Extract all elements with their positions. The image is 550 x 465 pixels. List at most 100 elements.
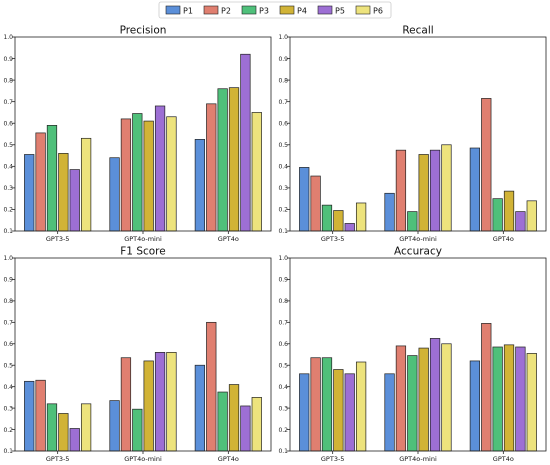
y-tick-label: 0.1 <box>3 228 13 235</box>
chart-title: Accuracy <box>394 246 442 258</box>
bar-p5-gpt4o-mini <box>154 105 166 232</box>
bar-p1-gpt4o <box>194 364 206 452</box>
legend: P1 P2 P3 P4 P5 P6 <box>158 1 392 19</box>
bar-p6-gpt4o <box>526 353 537 452</box>
bar-p1-gpt3-5 <box>299 167 310 232</box>
bar-p6-gpt4o-mini <box>166 116 177 232</box>
y-tick-label: 0.8 <box>278 298 288 305</box>
bar-p3-gpt3-5 <box>321 357 333 452</box>
y-tick-label: 0.4 <box>278 164 288 171</box>
bar-p6-gpt4o-mini <box>441 144 452 232</box>
bar-p6-gpt3-5 <box>355 361 367 452</box>
y-tick-label: 0.3 <box>278 185 288 192</box>
legend-swatch-p1 <box>165 5 181 15</box>
chart-precision: Precision 0.1 0.2 0.3 0.4 0.5 0.6 0.7 0.8 0.9 1.0 G… <box>3 25 272 243</box>
y-tick-label: 0.6 <box>278 120 288 127</box>
bar-p5-gpt4o-mini <box>429 149 441 232</box>
y-tick-label: 0.9 <box>3 56 13 63</box>
x-tick-label: GPT4o-mini <box>124 235 162 243</box>
bar-p4-gpt3-5 <box>333 369 344 452</box>
legend-label-p6: P6 <box>373 7 383 16</box>
bar-p4-gpt4o <box>503 190 515 232</box>
y-tick-label: 0.5 <box>3 362 13 369</box>
y-tick-label: 0.8 <box>278 77 288 84</box>
chart-title: F1 Score <box>120 246 165 258</box>
bar-p3-gpt4o <box>217 88 228 232</box>
bar-p2-gpt4o-mini <box>395 345 407 452</box>
bar-p1-gpt3-5 <box>24 154 35 232</box>
chart-accuracy: Accuracy 0.1 0.2 0.3 0.4 0.5 0.6 0.7 0.8 0.9 1.0 GP… <box>278 246 547 463</box>
y-tick-label: 0.5 <box>3 142 13 149</box>
bar-p5-gpt3-5 <box>344 373 355 452</box>
bar-p5-gpt4o-mini <box>154 352 166 452</box>
y-tick-label: 0.6 <box>278 341 288 348</box>
bar-p2-gpt3-5 <box>310 175 321 232</box>
bar-p5-gpt4o <box>515 346 526 452</box>
legend-swatch-p2 <box>203 5 219 15</box>
legend-swatch-p6 <box>355 5 371 15</box>
y-tick-label: 0.2 <box>278 427 288 434</box>
x-tick-label: GPT4o <box>218 455 239 461</box>
x-tick-label: GPT4o <box>493 455 514 461</box>
y-tick-label: 0.7 <box>278 99 288 106</box>
bar-p3-gpt4o <box>492 346 503 452</box>
x-tick-label: GPT3-5 <box>321 235 345 243</box>
legend-label-p3: P3 <box>259 7 269 16</box>
bar-p6-gpt4o <box>251 397 262 452</box>
bar-p6-gpt3-5 <box>80 403 92 452</box>
x-tick-label: GPT4o-mini <box>399 455 437 461</box>
bar-p4-gpt3-5 <box>58 413 69 452</box>
bar-p4-gpt4o-mini <box>143 360 154 452</box>
y-tick-label: 0.6 <box>3 120 13 127</box>
y-tick-label: 0.7 <box>3 320 13 327</box>
y-tick-label: 0.4 <box>3 164 13 171</box>
legend-swatch-p5 <box>317 5 333 15</box>
y-tick-label: 0.3 <box>3 405 13 412</box>
bar-p1-gpt4o <box>194 139 206 232</box>
chart-f1-score: F1 Score 0.1 0.2 0.3 0.4 0.5 0.6 0.7 0.8 0.9 1.0 GP… <box>3 246 272 463</box>
legend-label-p5: P5 <box>335 7 345 16</box>
y-tick-label: 0.9 <box>278 277 288 284</box>
bar-p2-gpt4o <box>481 323 492 452</box>
bar-p5-gpt4o-mini <box>429 338 441 452</box>
bar-p6-gpt4o <box>251 112 262 232</box>
y-tick-label: 0.5 <box>278 362 288 369</box>
bar-p2-gpt4o-mini <box>120 118 132 232</box>
legend-label-p4: P4 <box>297 7 307 16</box>
bar-p4-gpt4o <box>503 344 515 452</box>
bar-p1-gpt4o-mini <box>109 400 120 452</box>
y-tick-label: 1.0 <box>3 255 13 262</box>
bar-p3-gpt4o <box>217 391 228 452</box>
x-tick-label: GPT4o <box>493 235 514 243</box>
bar-p3-gpt4o-mini <box>132 113 143 232</box>
bar-p3-gpt3-5 <box>46 403 58 452</box>
plot-frame <box>14 36 272 232</box>
x-tick-label: GPT4o <box>218 235 239 243</box>
bar-p4-gpt4o-mini <box>418 154 429 232</box>
bar-p1-gpt3-5 <box>24 380 35 452</box>
x-tick-label: GPT3-5 <box>321 455 345 461</box>
y-tick-label: 1.0 <box>278 255 288 262</box>
x-tick-label: GPT3-5 <box>46 235 70 243</box>
bar-p4-gpt3-5 <box>333 210 344 232</box>
bar-p1-gpt4o <box>469 360 481 452</box>
bar-p5-gpt4o <box>240 53 251 232</box>
legend-swatch-p3 <box>241 5 257 15</box>
chart-title: Recall <box>402 25 433 37</box>
bar-p2-gpt4o <box>481 98 492 232</box>
x-tick-label: GPT3-5 <box>46 455 70 461</box>
bar-p2-gpt4o-mini <box>395 149 407 232</box>
bar-p5-gpt4o <box>515 211 526 232</box>
bar-p3-gpt3-5 <box>321 204 333 232</box>
y-tick-label: 1.0 <box>3 34 13 41</box>
bar-p2-gpt4o <box>206 321 217 452</box>
y-tick-label: 1.0 <box>278 34 288 41</box>
bar-p3-gpt4o-mini <box>407 211 418 232</box>
bar-p2-gpt4o <box>206 103 217 232</box>
y-tick-label: 0.2 <box>278 207 288 214</box>
bar-p3-gpt4o-mini <box>407 355 418 452</box>
bar-p2-gpt3-5 <box>35 132 46 232</box>
y-tick-label: 0.4 <box>3 384 13 391</box>
